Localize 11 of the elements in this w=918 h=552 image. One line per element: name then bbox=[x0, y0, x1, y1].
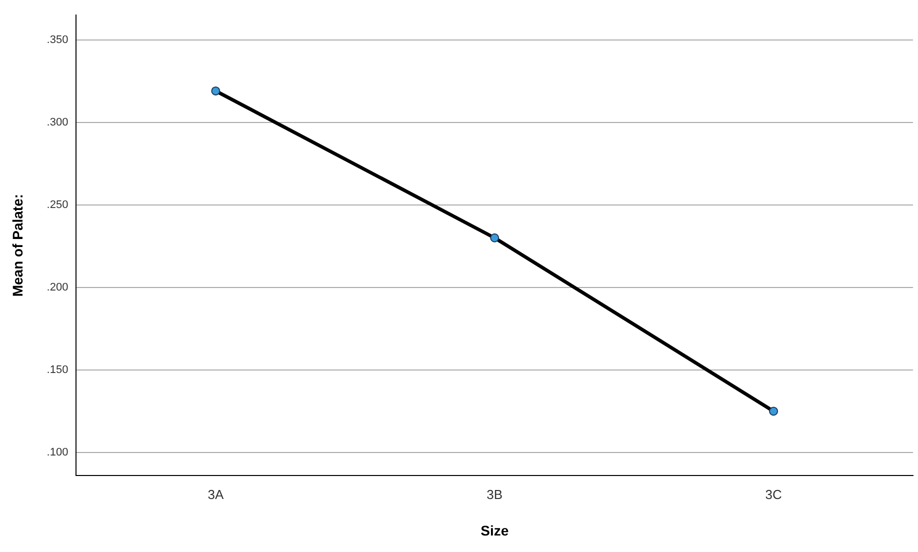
y-axis-title: Mean of Palate: bbox=[9, 194, 26, 297]
x-tick-label: 3B bbox=[486, 486, 503, 502]
y-tick-label: .300 bbox=[46, 116, 68, 128]
y-tick-label: .350 bbox=[46, 34, 68, 46]
y-tick-label: .250 bbox=[46, 198, 68, 211]
y-tick-label: .100 bbox=[46, 446, 68, 459]
x-tick-label: 3C bbox=[765, 486, 782, 502]
x-axis-title: Size bbox=[480, 522, 509, 538]
y-tick-label: .150 bbox=[46, 364, 68, 376]
x-tick-label: 3A bbox=[208, 486, 224, 502]
y-tick-label: .200 bbox=[46, 281, 68, 294]
